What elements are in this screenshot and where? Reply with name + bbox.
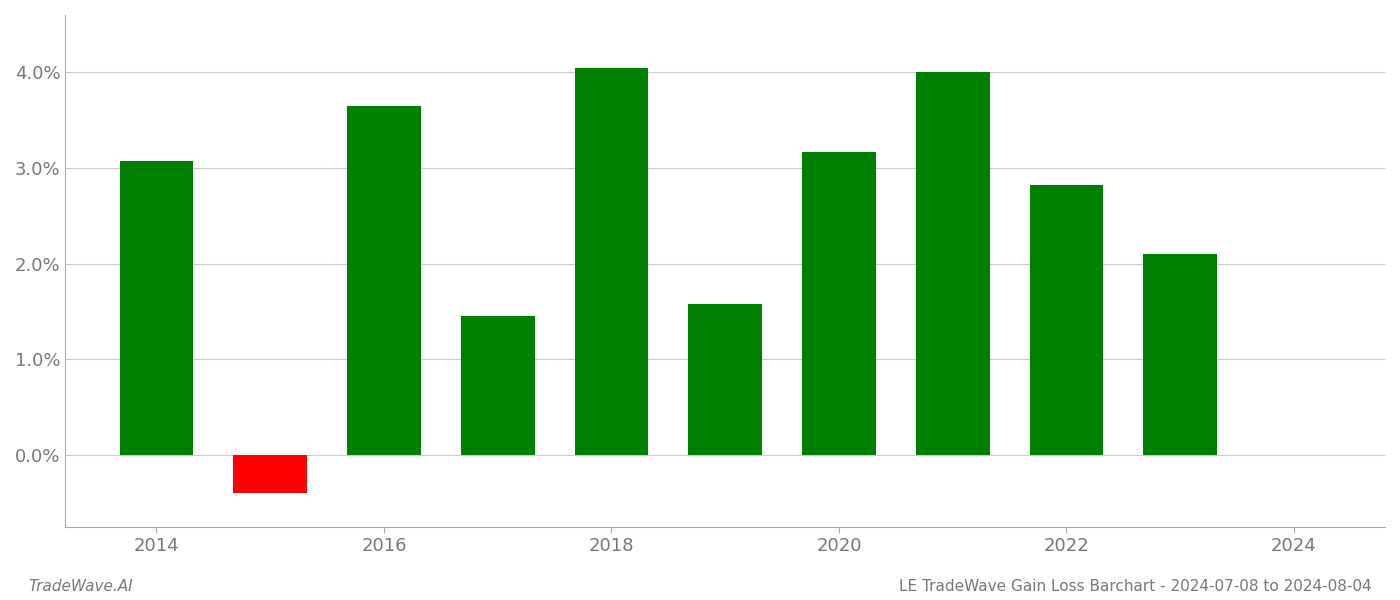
Bar [1029, 185, 1103, 455]
Bar [119, 161, 193, 455]
Bar [802, 152, 876, 455]
Bar [234, 455, 307, 493]
Bar [689, 304, 762, 455]
Bar [916, 73, 990, 455]
Text: TradeWave.AI: TradeWave.AI [28, 579, 133, 594]
Bar [574, 68, 648, 455]
Bar [461, 316, 535, 455]
Text: LE TradeWave Gain Loss Barchart - 2024-07-08 to 2024-08-04: LE TradeWave Gain Loss Barchart - 2024-0… [899, 579, 1372, 594]
Bar [1144, 254, 1217, 455]
Bar [347, 106, 421, 455]
